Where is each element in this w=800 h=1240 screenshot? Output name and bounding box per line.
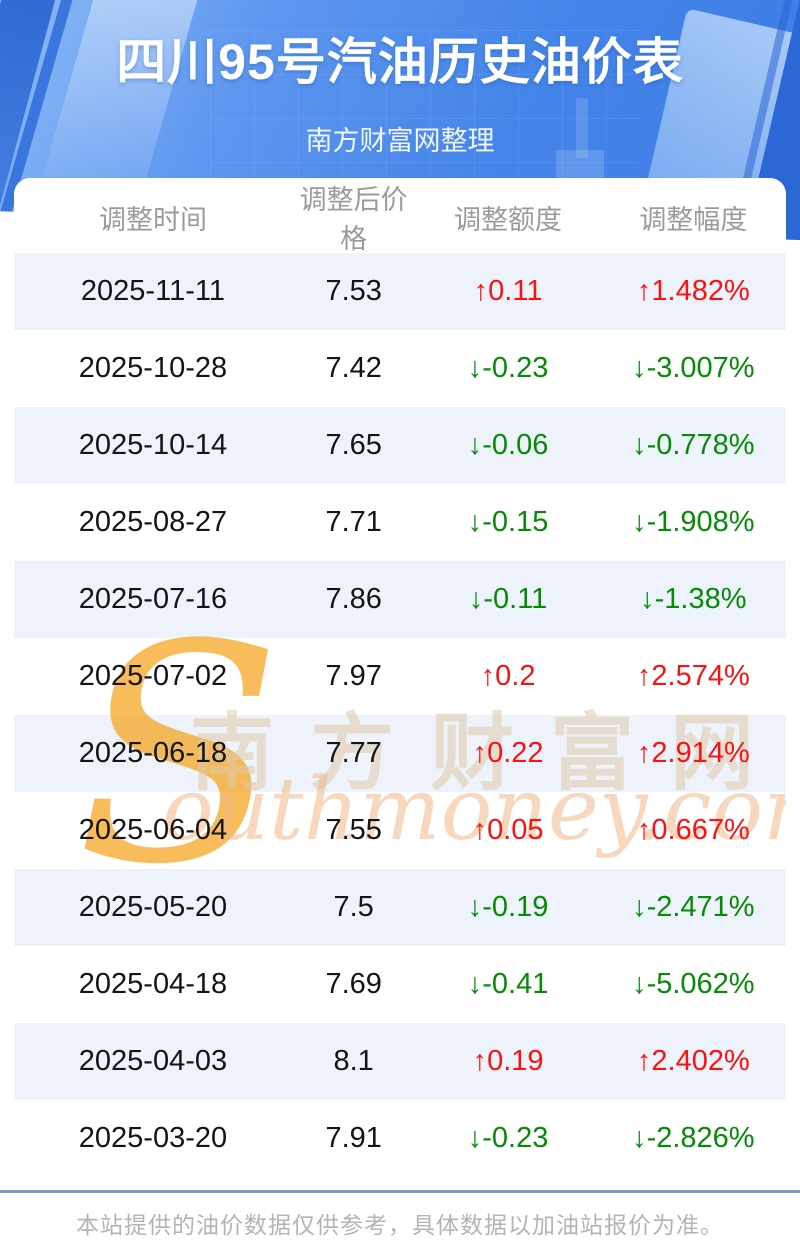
cell-price: 7.77 [325, 737, 382, 769]
cell-price: 7.42 [325, 352, 382, 384]
cell-price: 7.91 [325, 1122, 382, 1154]
cell-change: ↓-0.23 [467, 352, 549, 384]
table-row: 2025-04-03 8.1 ↑0.19 ↑2.402% [14, 1023, 786, 1100]
cell-percent: ↑2.914% [636, 737, 750, 769]
cell-price: 7.55 [325, 814, 382, 846]
footer-divider [0, 1190, 800, 1193]
cell-percent: ↑2.402% [636, 1045, 750, 1077]
cell-change: ↑0.11 [473, 275, 543, 307]
cell-date: 2025-10-28 [78, 352, 228, 384]
cell-date: 2025-04-18 [78, 968, 228, 1000]
cell-change: ↓-0.15 [467, 506, 549, 538]
table-row: 2025-03-20 7.91 ↓-0.23 ↓-2.826% [14, 1100, 786, 1177]
cell-change: ↑0.22 [472, 737, 544, 769]
cell-change: ↓-0.06 [467, 429, 549, 461]
table-body: 2025-11-11 7.53 ↑0.11 ↑1.482% 2025-10-28… [14, 253, 786, 1177]
cell-percent: ↓-1.908% [632, 506, 755, 538]
column-header-adjust-time: 调整时间 [98, 204, 207, 235]
cell-price: 7.69 [325, 968, 382, 1000]
cell-change: ↓-0.19 [467, 891, 549, 923]
footer-disclaimer: 本站提供的油价数据仅供参考，具体数据以加油站报价为准。 [76, 1212, 724, 1238]
cell-date: 2025-11-11 [80, 275, 225, 307]
cell-date: 2025-07-16 [78, 583, 228, 615]
cell-change: ↑0.05 [472, 814, 544, 846]
cell-price: 7.97 [325, 660, 382, 692]
cell-percent: ↑2.574% [636, 660, 750, 692]
cell-date: 2025-04-03 [78, 1045, 228, 1077]
table-row: 2025-08-27 7.71 ↓-0.15 ↓-1.908% [14, 484, 786, 561]
cell-price: 7.5 [333, 891, 374, 923]
cell-price: 7.53 [325, 275, 382, 307]
cell-price: 7.86 [325, 583, 382, 615]
page-title: 四川95号汽油历史油价表 [116, 34, 684, 90]
cell-change: ↓-0.23 [467, 1122, 549, 1154]
cell-change: ↑0.19 [472, 1045, 544, 1077]
table-row: 2025-10-14 7.65 ↓-0.06 ↓-0.778% [14, 407, 786, 484]
cell-percent: ↓-2.471% [632, 891, 755, 923]
price-table-card: S 南方财富网 outhmoney.com 调整时间 调整后价格 调整额度 调整… [14, 178, 786, 1177]
cell-date: 2025-10-14 [78, 429, 228, 461]
column-header-adjusted-price: 调整后价格 [299, 185, 408, 254]
cell-date: 2025-06-18 [78, 737, 228, 769]
page-subtitle: 南方财富网整理 [305, 126, 495, 156]
table-row: 2025-07-16 7.86 ↓-0.11 ↓-1.38% [14, 561, 786, 638]
table-row: 2025-11-11 7.53 ↑0.11 ↑1.482% [14, 253, 786, 330]
cell-percent: ↓-5.062% [632, 968, 755, 1000]
table-header-row: 调整时间 调整后价格 调整额度 调整幅度 [14, 178, 786, 254]
cell-percent: ↓-2.826% [632, 1122, 755, 1154]
cell-percent: ↓-0.778% [632, 429, 755, 461]
cell-percent: ↑1.482% [636, 275, 750, 307]
table-row: 2025-07-02 7.97 ↑0.2 ↑2.574% [14, 638, 786, 715]
table-row: 2025-06-04 7.55 ↑0.05 ↑0.667% [14, 792, 786, 869]
column-header-adjust-amount: 调整额度 [454, 204, 563, 235]
banner-candlestick-wick [576, 98, 588, 158]
cell-price: 7.65 [325, 429, 382, 461]
table-row: 2025-06-18 7.77 ↑0.22 ↑2.914% [14, 715, 786, 792]
cell-change: ↓-0.11 [468, 583, 548, 615]
cell-date: 2025-05-20 [78, 891, 228, 923]
table-row: 2025-04-18 7.69 ↓-0.41 ↓-5.062% [14, 946, 786, 1023]
table-row: 2025-10-28 7.42 ↓-0.23 ↓-3.007% [14, 330, 786, 407]
column-header-adjust-range: 调整幅度 [639, 204, 748, 235]
cell-change: ↑0.2 [480, 660, 536, 692]
table-row: 2025-05-20 7.5 ↓-0.19 ↓-2.471% [14, 869, 786, 946]
cell-price: 8.1 [333, 1045, 374, 1077]
cell-percent: ↑0.667% [636, 814, 750, 846]
cell-date: 2025-06-04 [78, 814, 228, 846]
cell-date: 2025-08-27 [78, 506, 228, 538]
cell-price: 7.71 [325, 506, 382, 538]
cell-percent: ↓-1.38% [640, 583, 747, 615]
cell-date: 2025-03-20 [78, 1122, 228, 1154]
cell-date: 2025-07-02 [78, 660, 228, 692]
cell-change: ↓-0.41 [467, 968, 549, 1000]
cell-percent: ↓-3.007% [632, 352, 755, 384]
